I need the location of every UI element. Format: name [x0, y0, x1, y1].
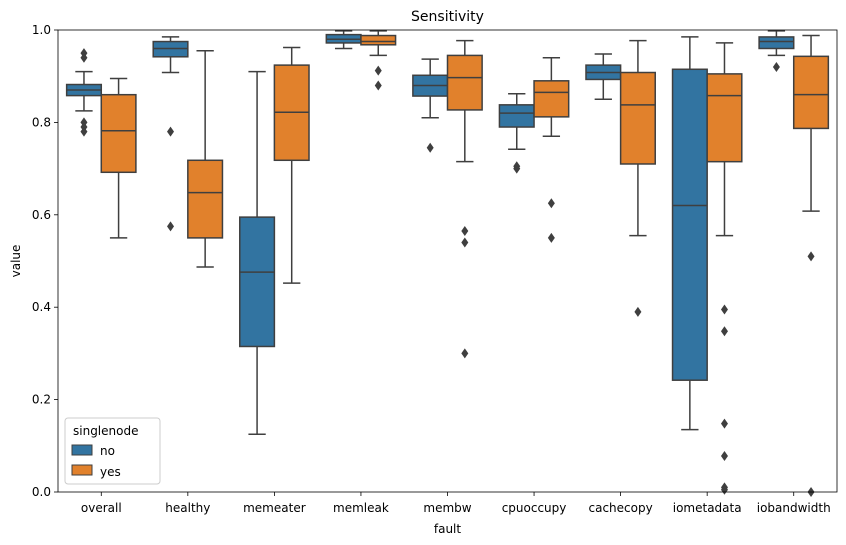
outlier-point: [461, 348, 469, 359]
outlier-point: [720, 326, 728, 337]
y-tick-label: 0.8: [32, 115, 51, 129]
box-membw-yes: [446, 39, 483, 359]
x-tick-label-iometadata: iometadata: [673, 501, 742, 515]
plot-area: [65, 30, 830, 497]
box-cachecopy-yes: [619, 39, 656, 317]
legend: singlenode no yes: [64, 417, 161, 485]
outlier-point: [374, 80, 382, 91]
outlier-point: [772, 61, 780, 72]
outlier-point: [807, 251, 815, 262]
iqr-box: [187, 159, 224, 239]
box-healthy-no: [152, 36, 189, 232]
box-iobandwidth-yes: [792, 34, 830, 497]
x-tick-label-memleak: memleak: [333, 501, 389, 515]
legend-title: singlenode: [73, 424, 138, 438]
iqr-box: [533, 80, 570, 118]
iqr-box: [360, 34, 397, 46]
iqr-box: [671, 68, 708, 381]
y-axis-label: value: [9, 245, 23, 278]
legend-swatch-yes: [71, 464, 93, 476]
iqr-box: [706, 73, 743, 163]
outlier-point: [374, 65, 382, 76]
iqr-box: [498, 104, 535, 128]
y-tick-label: 0.0: [32, 485, 51, 499]
iqr-box: [446, 54, 483, 111]
iqr-box: [619, 71, 656, 165]
outlier-point: [720, 450, 728, 461]
chart-title: Sensitivity: [411, 9, 484, 25]
box-iometadata-yes: [706, 42, 743, 495]
outlier-point: [426, 142, 434, 153]
outlier-point: [80, 126, 88, 137]
x-axis-label: fault: [434, 522, 462, 536]
legend-swatch-no: [71, 444, 93, 456]
iqr-box: [239, 216, 276, 348]
box-overall-yes: [100, 77, 137, 239]
outlier-point: [634, 306, 642, 317]
x-axis: overall healthy memeater memleak membw cpuocc…: [81, 492, 831, 515]
y-tick-label: 0.4: [32, 300, 51, 314]
box-membw-no: [412, 58, 449, 153]
y-tick-label: 0.2: [32, 393, 51, 407]
iqr-box: [758, 36, 795, 50]
y-tick-label: 0.6: [32, 208, 51, 222]
x-tick-label-overall: overall: [81, 501, 122, 515]
outlier-point: [513, 163, 521, 174]
box-cachecopy-no: [585, 53, 622, 101]
legend-label-yes: yes: [100, 465, 121, 479]
x-tick-label-iobandwidth: iobandwidth: [757, 501, 831, 515]
box-iobandwidth-no: [758, 30, 795, 72]
outlier-point: [461, 237, 469, 248]
box-iometadata-no: [671, 36, 708, 431]
x-tick-label-memeater: memeater: [243, 501, 306, 515]
outlier-point: [720, 418, 728, 429]
outlier-point: [167, 221, 175, 232]
x-tick-label-cpuoccupy: cpuoccupy: [502, 501, 567, 515]
box-cpuoccupy-yes: [533, 56, 570, 243]
iqr-box: [100, 93, 137, 174]
legend-label-no: no: [100, 444, 115, 458]
box-memleak-no: [325, 30, 362, 50]
box-memeater-no: [239, 70, 276, 435]
x-tick-label-cachecopy: cachecopy: [589, 501, 653, 515]
box-memleak-yes: [360, 30, 397, 91]
box-overall-no: [65, 48, 103, 137]
y-axis: 0.0 0.2 0.4 0.6 0.8 1.0: [32, 23, 58, 499]
y-tick-label: 1.0: [32, 23, 51, 37]
x-tick-label-healthy: healthy: [165, 501, 210, 515]
box-memeater-yes: [273, 46, 310, 284]
outlier-point: [461, 225, 469, 236]
outlier-point: [720, 304, 728, 315]
iqr-box: [792, 55, 830, 130]
box-healthy-yes: [187, 50, 224, 268]
outlier-point: [167, 126, 175, 137]
x-tick-label-membw: membw: [423, 501, 471, 515]
box-cpuoccupy-no: [498, 93, 535, 174]
outlier-point: [547, 232, 555, 243]
outlier-point: [80, 52, 88, 63]
outlier-point: [547, 198, 555, 209]
